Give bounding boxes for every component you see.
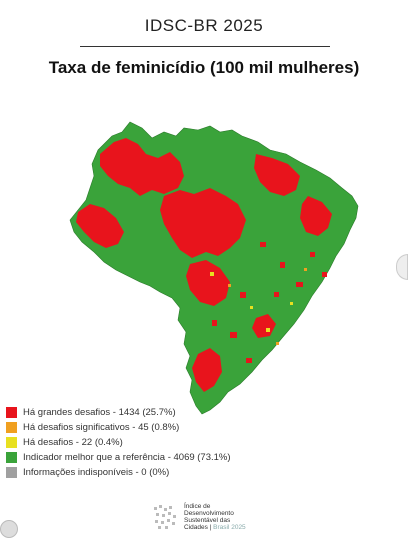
legend-item: Há desafios - 22 (0.4%) xyxy=(6,435,336,450)
legend-swatch xyxy=(6,422,17,433)
next-slide-handle[interactable] xyxy=(396,254,408,280)
logo-year: Brasil 2025 xyxy=(213,524,246,531)
legend-swatch xyxy=(6,437,17,448)
title-divider xyxy=(80,46,330,47)
logo-line-3: Sustentável das xyxy=(184,517,231,524)
page-title: IDSC-BR 2025 xyxy=(144,16,264,35)
legend-item: Há desafios significativos - 45 (0.8%) xyxy=(6,420,336,435)
legend-item: Indicador melhor que a referência - 4069… xyxy=(6,450,336,465)
yellow-specks xyxy=(210,272,293,332)
logo-line-4: Cidades | Brasil 2025 xyxy=(184,524,246,531)
region-red-north xyxy=(100,138,184,196)
region-red-central xyxy=(160,188,246,258)
brazil-map-svg xyxy=(69,121,359,415)
legend-swatch xyxy=(6,452,17,463)
region-red-northeast xyxy=(254,154,300,196)
legend-swatch xyxy=(6,467,17,478)
legend-item: Há grandes desafios - 1434 (25.7%) xyxy=(6,405,336,420)
region-red-south xyxy=(192,348,222,392)
legend-label: Há desafios significativos - 45 (0.8%) xyxy=(23,422,180,433)
legend-label: Indicador melhor que a referência - 4069… xyxy=(23,452,231,463)
region-red-westcentral xyxy=(186,260,230,306)
map-subtitle: Taxa de feminicídio (100 mil mulheres) xyxy=(48,58,360,77)
legend-swatch xyxy=(6,407,17,418)
region-red-east xyxy=(300,196,332,236)
logo-line-2: Desenvolvimento xyxy=(184,510,234,517)
logo-line-1: Índice de xyxy=(184,503,211,510)
brazil-map xyxy=(60,92,380,422)
carousel-dot[interactable] xyxy=(0,520,18,538)
idsc-logo: Índice de Desenvolvimento Sustentável da… xyxy=(152,500,302,534)
region-red-west xyxy=(76,204,124,248)
red-specks xyxy=(212,242,327,363)
legend-label: Há desafios - 22 (0.4%) xyxy=(23,437,123,448)
orange-specks xyxy=(228,268,307,345)
idsc-logo-icon xyxy=(154,505,176,529)
legend-label: Informações indisponíveis - 0 (0%) xyxy=(23,467,170,478)
legend-label: Há grandes desafios - 1434 (25.7%) xyxy=(23,407,176,418)
map-legend: Há grandes desafios - 1434 (25.7%) Há des… xyxy=(6,405,336,480)
legend-item: Informações indisponíveis - 0 (0%) xyxy=(6,465,336,480)
